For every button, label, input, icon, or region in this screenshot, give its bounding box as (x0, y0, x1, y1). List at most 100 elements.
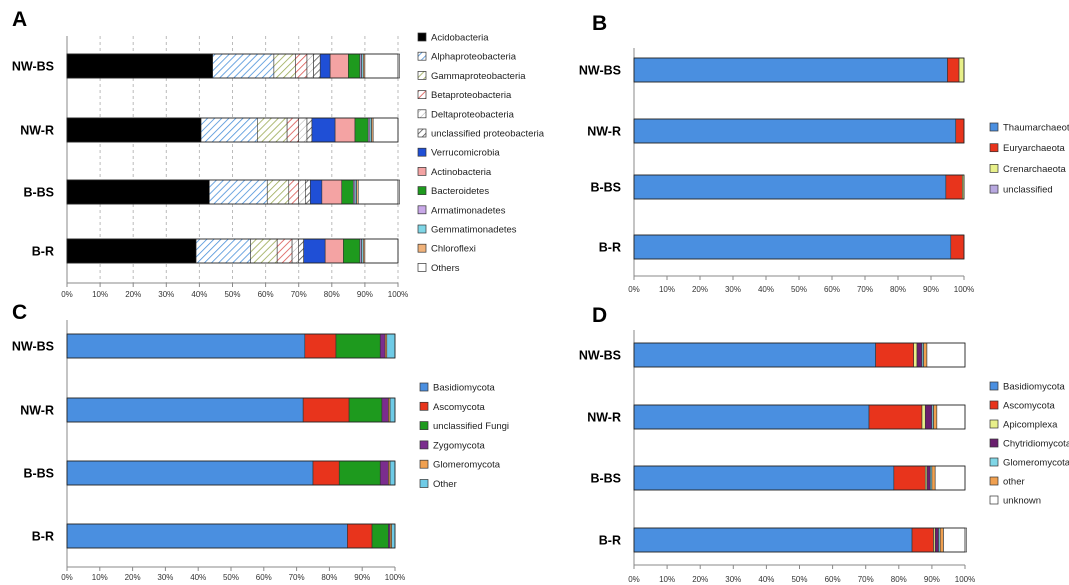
legend-label: Thaumarchaeota (1003, 123, 1069, 134)
bar-segment (379, 460, 389, 486)
legend-swatch (419, 401, 429, 411)
legend-label: Bacteroidetes (431, 186, 489, 197)
bar-segment (335, 333, 381, 359)
bar-segment (943, 527, 967, 553)
bar-segment (306, 53, 314, 79)
category-label: NW-R (20, 404, 54, 418)
legend-swatch (989, 184, 999, 194)
bar-segment (312, 460, 340, 486)
category-label: B-BS (590, 181, 621, 195)
x-tick-label: 30% (725, 285, 741, 294)
bar-segment (295, 53, 308, 79)
legend-label: unknown (1003, 496, 1041, 507)
category-label: B-R (599, 534, 621, 548)
panel-c: C 0% 10% 20% 30% 40% 50% 60% 70% 80% 90% 100% NW-BS N… (12, 301, 509, 582)
panel-letter: A (12, 8, 27, 31)
x-tick-label: 100% (955, 575, 975, 584)
x-tick-label: 80% (890, 285, 906, 294)
legend-swatch (417, 147, 427, 157)
x-tick-label: 90% (357, 290, 373, 299)
bar-segment (348, 53, 361, 79)
x-tick-label: 50% (224, 290, 240, 299)
legend-label: Armatimonadetes (431, 205, 506, 216)
bar-segment (921, 404, 926, 430)
category-label: B-BS (23, 186, 54, 200)
legend-label: Basidiomycota (1003, 382, 1065, 393)
legend-swatch (417, 224, 427, 234)
legend-swatch (989, 122, 999, 132)
legend-swatch (417, 32, 427, 42)
bar-segment (338, 460, 381, 486)
bar-segment (923, 342, 928, 368)
x-tick-label: 100% (385, 573, 405, 582)
legend-label: Chytridiomycota (1003, 439, 1069, 450)
bar-segment (911, 527, 934, 553)
x-tick-label: 0% (61, 573, 73, 582)
legend-swatch (989, 164, 999, 173)
category-label: NW-R (587, 411, 621, 425)
bar-segment (329, 53, 349, 79)
legend-label: Euryarchaeota (1003, 143, 1066, 154)
legend-label: Basidiomycota (433, 383, 495, 394)
x-tick-label: 30% (158, 290, 174, 299)
legend-swatch (989, 381, 999, 391)
bar-segment (955, 118, 965, 144)
bar-segment (66, 523, 348, 549)
bar-segment (257, 117, 288, 143)
x-tick-label: 0% (628, 285, 640, 294)
category-label: NW-BS (12, 60, 54, 74)
x-tick-label: 70% (858, 575, 874, 584)
bar-segment (364, 238, 399, 264)
x-tick-label: 80% (891, 575, 907, 584)
bar-segment (276, 238, 293, 264)
bar-segment (633, 404, 870, 430)
bar-segment (958, 57, 965, 83)
legend-label: unclassified proteobacteria (431, 129, 545, 140)
legend-swatch (989, 495, 999, 505)
legend-label: Verrucomicrobia (431, 148, 500, 159)
bar-segment (195, 238, 252, 264)
legend-swatch (417, 167, 427, 176)
x-tick-label: 60% (258, 290, 274, 299)
bar-segment (364, 53, 400, 79)
bar-segment (934, 527, 939, 553)
category-label: NW-BS (579, 64, 621, 78)
category-label: NW-BS (12, 340, 54, 354)
legend-swatch (989, 419, 999, 429)
x-tick-label: 90% (923, 285, 939, 294)
x-tick-label: 40% (191, 290, 207, 299)
bar-segment (334, 117, 356, 143)
legend-label: Chloroflexi (431, 244, 476, 255)
bar-segment (303, 238, 326, 264)
category-label: NW-R (587, 125, 621, 139)
bar-segment (302, 397, 350, 423)
legend-label: unclassified Fungi (433, 421, 509, 432)
x-tick-label: 100% (954, 285, 974, 294)
bar-segment (306, 117, 313, 143)
bar-outline (633, 465, 966, 491)
legend-label: Crenarchaeota (1003, 164, 1067, 175)
bar-outline (633, 118, 965, 144)
bar-segment (633, 57, 948, 83)
bar-segment (354, 117, 369, 143)
category-label: B-R (32, 530, 54, 544)
bar-segment (389, 460, 396, 486)
x-tick-label: 40% (758, 285, 774, 294)
bar-segment (926, 342, 966, 368)
bar-segment (309, 179, 323, 205)
bar-segment (66, 179, 210, 205)
x-tick-label: 20% (692, 285, 708, 294)
category-label: NW-R (20, 124, 54, 138)
legend-label: other (1003, 477, 1025, 488)
legend-swatch (989, 400, 999, 410)
x-tick-label: 50% (223, 573, 239, 582)
bar-segment (304, 333, 337, 359)
panel-letter: D (592, 304, 607, 327)
bar-outline (633, 57, 965, 83)
legend-label: Gemmatimonadetes (431, 225, 517, 236)
legend-label: Ascomycota (433, 402, 485, 413)
bar-segment (936, 404, 966, 430)
bar-segment (386, 333, 396, 359)
panel-b: B 0% 10% 20% 30% 40% 50% 60% 70% 80% 90% 100% NW-BS N… (579, 12, 1069, 294)
bar-segment (319, 53, 331, 79)
